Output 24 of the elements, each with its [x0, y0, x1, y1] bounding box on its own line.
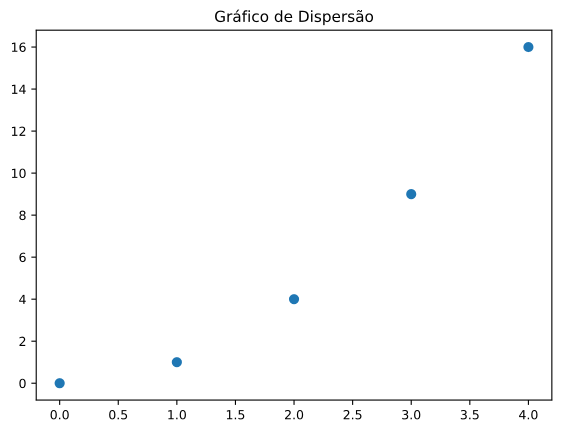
x-tick-label: 1.0 — [168, 410, 186, 420]
x-tick-label: 0.5 — [109, 410, 128, 420]
chart-title: Gráfico de Dispersão — [215, 10, 374, 26]
x-tick-label: 2.5 — [344, 410, 362, 420]
y-tick-label: 4 — [19, 294, 26, 304]
y-tick-label: 6 — [19, 252, 26, 262]
point — [172, 357, 182, 368]
x-tick-label: 3.0 — [402, 410, 420, 420]
x-tick-label: 3.5 — [460, 410, 479, 420]
point — [54, 378, 65, 388]
x-tick-label: 4.0 — [519, 410, 538, 420]
y-tick-label: 8 — [19, 210, 26, 220]
point — [523, 42, 534, 52]
y-tick-label: 16 — [12, 42, 26, 52]
point — [288, 294, 300, 304]
point — [406, 189, 416, 200]
x-tick-label: 0.0 — [50, 410, 69, 420]
y-tick-label: 2 — [19, 336, 26, 346]
x-tick-label: 2.0 — [285, 410, 304, 420]
x-tick-label: 1.5 — [226, 410, 244, 420]
y-tick-label: 12 — [12, 126, 26, 136]
y-tick-label: 14 — [12, 84, 26, 94]
y-tick-label: 10 — [12, 168, 26, 178]
y-tick-label: 0 — [19, 378, 26, 388]
